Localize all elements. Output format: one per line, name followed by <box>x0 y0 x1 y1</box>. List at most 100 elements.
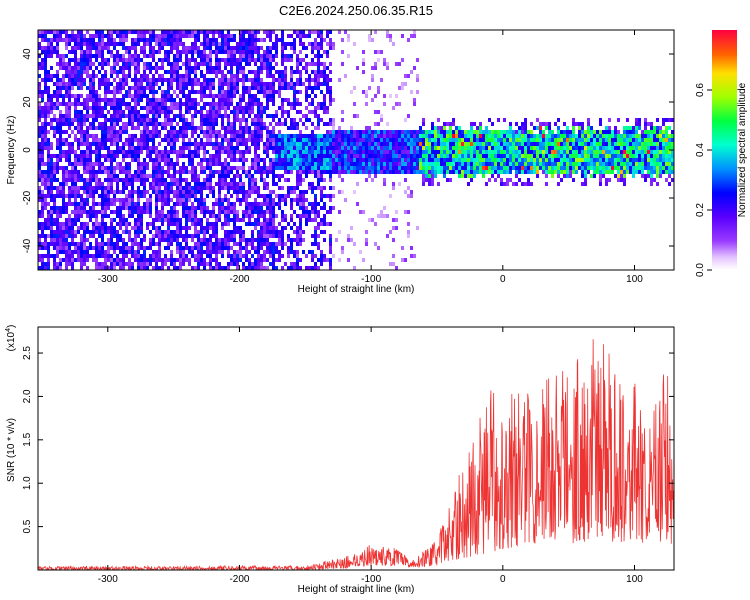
heatmap-cell <box>92 38 95 42</box>
heatmap-cell <box>161 138 164 142</box>
heatmap-cell <box>62 250 65 254</box>
heatmap-cell <box>200 70 203 74</box>
heatmap-cell <box>308 186 311 190</box>
heatmap-cell <box>128 138 131 142</box>
heatmap-cell <box>254 98 257 102</box>
heatmap-cell <box>74 178 77 182</box>
heatmap-cell <box>77 158 80 162</box>
heatmap-cell <box>320 218 323 222</box>
heatmap-cell <box>218 158 221 162</box>
heatmap-cell <box>269 86 272 90</box>
heatmap-cell <box>62 222 65 226</box>
heatmap-cell <box>179 186 182 190</box>
heatmap-cell <box>341 38 344 42</box>
heatmap-cell <box>317 46 320 50</box>
heatmap-cell <box>107 86 110 90</box>
heatmap-cell <box>257 134 260 138</box>
heatmap-cell <box>449 150 452 154</box>
heatmap-cell <box>278 162 281 166</box>
heatmap-cell <box>134 242 137 246</box>
heatmap-cell <box>293 262 296 266</box>
heatmap-cell <box>92 98 95 102</box>
heatmap-cell <box>314 214 317 218</box>
heatmap-cell <box>47 182 50 186</box>
heatmap-cell <box>143 70 146 74</box>
heatmap-cell <box>230 98 233 102</box>
heatmap-cell <box>407 134 410 138</box>
heatmap-cell <box>173 170 176 174</box>
heatmap-cell <box>272 42 275 46</box>
heatmap-cell <box>428 150 431 154</box>
heatmap-cell <box>47 266 50 270</box>
heatmap-cell <box>305 150 308 154</box>
heatmap-cell <box>422 142 425 146</box>
heatmap-cell <box>269 170 272 174</box>
heatmap-cell <box>215 30 218 34</box>
heatmap-cell <box>386 130 389 134</box>
heatmap-cell <box>137 214 140 218</box>
heatmap-cell <box>146 202 149 206</box>
heatmap-cell <box>242 186 245 190</box>
heatmap-cell <box>134 46 137 50</box>
heatmap-cell <box>218 30 221 34</box>
heatmap-cell <box>215 262 218 266</box>
heatmap-cell <box>356 146 359 150</box>
heatmap-cell <box>326 162 329 166</box>
heatmap-cell <box>179 114 182 118</box>
heatmap-cell <box>95 114 98 118</box>
heatmap-cell <box>374 110 377 114</box>
heatmap-cell <box>101 254 104 258</box>
heatmap-cell <box>167 202 170 206</box>
heatmap-cell <box>233 214 236 218</box>
heatmap-cell <box>56 166 59 170</box>
heatmap-cell <box>140 162 143 166</box>
heatmap-cell <box>269 54 272 58</box>
heatmap-cell <box>281 58 284 62</box>
heatmap-cell <box>383 146 386 150</box>
heatmap-cell <box>191 214 194 218</box>
heatmap-cell <box>95 262 98 266</box>
heatmap-cell <box>242 42 245 46</box>
heatmap-cell <box>293 86 296 90</box>
heatmap-cell <box>251 118 254 122</box>
heatmap-cell <box>170 162 173 166</box>
heatmap-cell <box>161 38 164 42</box>
heatmap-cell <box>299 150 302 154</box>
heatmap-cell <box>395 210 398 214</box>
heatmap-cell <box>44 126 47 130</box>
heatmap-cell <box>263 94 266 98</box>
heatmap-cell <box>119 178 122 182</box>
heatmap-cell <box>287 154 290 158</box>
heatmap-cell <box>89 98 92 102</box>
heatmap-cell <box>263 162 266 166</box>
heatmap-cell <box>236 42 239 46</box>
heatmap-cell <box>272 214 275 218</box>
heatmap-cell <box>206 174 209 178</box>
heatmap-cell <box>182 198 185 202</box>
heatmap-cell <box>101 210 104 214</box>
heatmap-cell <box>395 266 398 270</box>
heatmap-cell <box>233 242 236 246</box>
heatmap-cell <box>170 210 173 214</box>
heatmap-cell <box>89 38 92 42</box>
heatmap-cell <box>434 134 437 138</box>
heatmap-cell <box>134 238 137 242</box>
heatmap-cell <box>419 126 422 130</box>
heatmap-cell <box>284 150 287 154</box>
heatmap-cell <box>215 230 218 234</box>
heatmap-cell <box>362 162 365 166</box>
heatmap-cell <box>65 54 68 58</box>
heatmap-cell <box>296 126 299 130</box>
heatmap-cell <box>227 98 230 102</box>
heatmap-cell <box>149 154 152 158</box>
heatmap-cell <box>47 162 50 166</box>
heatmap-cell <box>113 94 116 98</box>
heatmap-cell <box>71 146 74 150</box>
heatmap-cell <box>317 134 320 138</box>
heatmap-cell <box>101 98 104 102</box>
heatmap-cell <box>422 158 425 162</box>
heatmap-cell <box>209 182 212 186</box>
heatmap-cell <box>422 154 425 158</box>
heatmap-cell <box>320 190 323 194</box>
heatmap-cell <box>290 250 293 254</box>
